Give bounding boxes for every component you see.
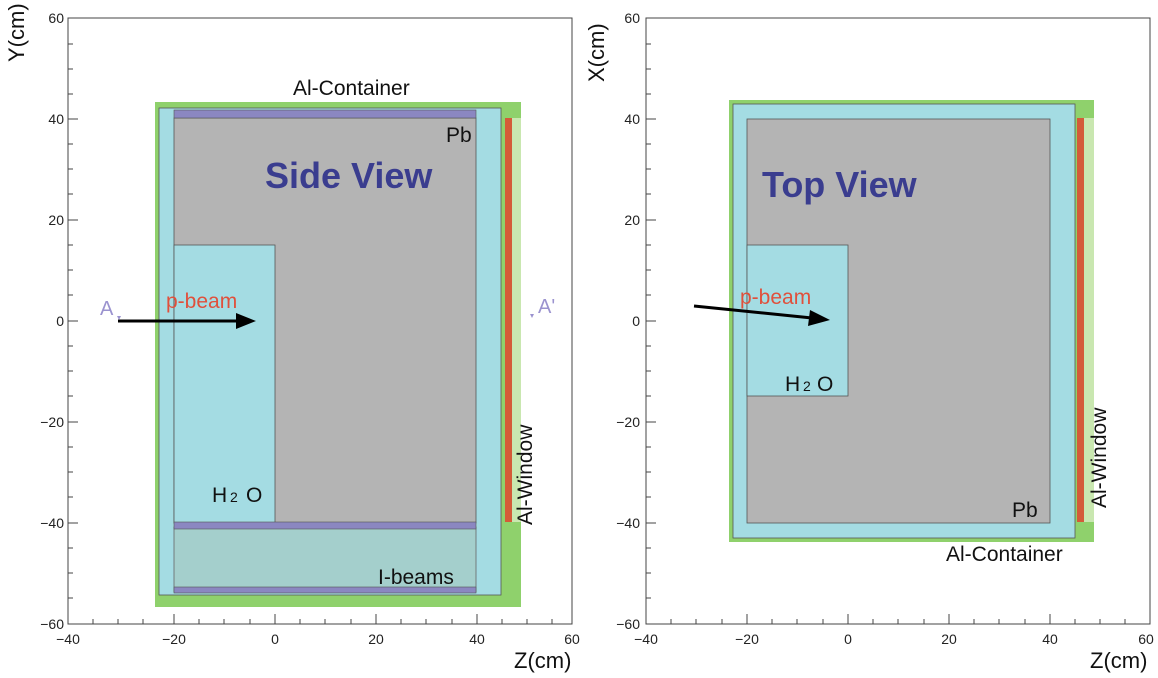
- top-al-window-red: [1077, 118, 1084, 522]
- top-axis-ticks: [645, 17, 1151, 625]
- side-xtick-label: 40: [469, 631, 485, 647]
- side-al-window-red: [505, 118, 512, 522]
- side-ytick-label: −60: [40, 616, 64, 632]
- top-ytick-label: 60: [624, 10, 640, 26]
- top-al-window-label: Al-Window: [1088, 407, 1111, 508]
- top-xtick-label: 20: [941, 631, 957, 647]
- side-ibeam-region: [173, 526, 477, 593]
- top-al-window-light: [1084, 118, 1094, 522]
- side-axis-ticks: [67, 17, 573, 625]
- side-ibeam-bottom: [173, 586, 477, 594]
- top-ytick-label: −60: [616, 616, 640, 632]
- side-x-axis-label: Z(cm): [514, 648, 571, 673]
- side-plane-marker-a2-arrow: [530, 314, 534, 318]
- top-ytick-label: 0: [632, 313, 640, 329]
- top-xtick-label: −40: [634, 631, 658, 647]
- top-xtick-label: 0: [844, 631, 852, 647]
- side-pb-label: Pb: [446, 124, 472, 147]
- side-h2o-label-sub: 2: [230, 489, 238, 505]
- side-ytick-label: −40: [40, 515, 64, 531]
- side-al-window-light: [512, 118, 521, 522]
- top-ytick-label: −20: [616, 414, 640, 430]
- side-xtick-label: −40: [56, 631, 80, 647]
- side-xtick-label: 20: [368, 631, 384, 647]
- top-x-axis-label: Z(cm): [1090, 648, 1147, 673]
- side-xtick-label: 60: [564, 631, 580, 647]
- side-y-axis-label: Y(cm): [4, 3, 29, 62]
- side-plane-marker-a-prime: A': [538, 296, 555, 318]
- top-h2o-label-sub: 2: [803, 378, 811, 394]
- top-ytick-label: −40: [616, 515, 640, 531]
- top-y-axis-label: X(cm): [584, 23, 609, 82]
- side-ibeams-label: I-beams: [378, 566, 454, 589]
- top-xtick-label: 40: [1042, 631, 1058, 647]
- top-ytick-label: 20: [624, 212, 640, 228]
- side-p-beam-label: p-beam: [166, 290, 237, 313]
- top-h2o-label-o: O: [817, 373, 833, 396]
- side-beam-arrow: [118, 313, 256, 329]
- top-view-panel: 60 40 20 0 −20 −40 −60 −40 −20 0 20 40 6…: [584, 10, 1154, 673]
- side-view-panel: 60 40 20 0 −20 −40 −60 −40 −20 0 20 40 6…: [4, 3, 580, 673]
- top-view-title: Top View: [762, 164, 918, 205]
- side-h2o-label-o: O: [246, 484, 262, 507]
- side-plane-marker-a: A: [100, 298, 114, 320]
- top-beam-arrow: [693, 304, 830, 326]
- side-plane-marker-a-arrow: [117, 316, 121, 320]
- top-xtick-label: 60: [1138, 631, 1154, 647]
- side-view-title: Side View: [265, 155, 433, 196]
- side-ibeam-top: [173, 109, 477, 119]
- side-h2o-label: H 2 O: [212, 484, 262, 507]
- side-ytick-label: −20: [40, 414, 64, 430]
- side-water-cavity: [173, 244, 276, 524]
- side-al-container-label: Al-Container: [293, 77, 410, 100]
- side-al-window-label: Al-Window: [514, 424, 537, 525]
- top-al-container-label: Al-Container: [946, 543, 1063, 566]
- top-h2o-label: H 2 O: [785, 373, 833, 396]
- top-ytick-label: 40: [624, 111, 640, 127]
- side-ytick-label: 0: [56, 313, 64, 329]
- top-water-cavity: [746, 244, 849, 397]
- side-ytick-label: 60: [48, 10, 64, 26]
- side-xtick-label: −20: [162, 631, 186, 647]
- side-xtick-label: 0: [271, 631, 279, 647]
- top-h2o-label-h: H: [785, 373, 800, 396]
- top-xtick-label: −20: [735, 631, 759, 647]
- top-p-beam-label: p-beam: [740, 286, 811, 309]
- side-ytick-label: 20: [48, 212, 64, 228]
- side-h2o-label-h: H: [212, 484, 227, 507]
- side-ytick-label: 40: [48, 111, 64, 127]
- top-pb-label: Pb: [1012, 499, 1038, 522]
- side-ibeam-middle: [173, 521, 477, 530]
